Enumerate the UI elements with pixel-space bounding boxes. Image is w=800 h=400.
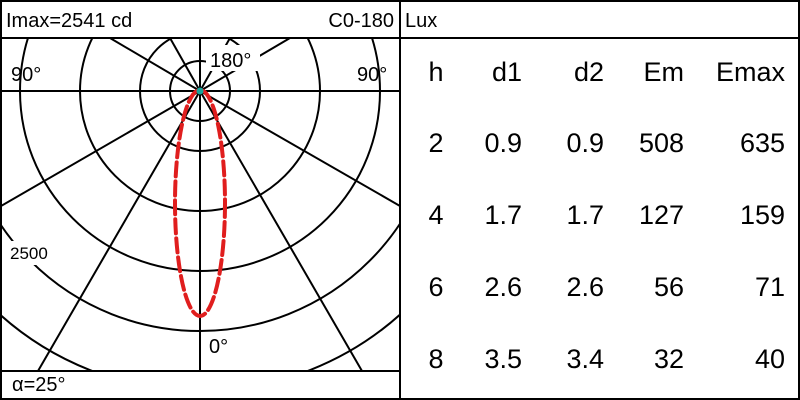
table-cell: 3.5 bbox=[484, 344, 522, 374]
unit-label: Lux bbox=[405, 10, 437, 32]
table-header-cell: d2 bbox=[574, 57, 604, 87]
table-cell: 0.9 bbox=[484, 128, 522, 158]
polar-radial-line bbox=[199, 90, 400, 207]
angle-label-90-right: 90° bbox=[357, 64, 387, 86]
table-header-cell: h bbox=[428, 57, 443, 87]
table-cell: 56 bbox=[654, 272, 684, 302]
intensity-scale-label: 2500 bbox=[10, 244, 48, 263]
illuminance-table: h d1 d2 Em Emax 2 0.9 0.9 508 635 4 1.7 … bbox=[428, 57, 785, 374]
table-cell: 3.4 bbox=[566, 344, 604, 374]
table-cell: 0.9 bbox=[566, 128, 604, 158]
polar-radial-line bbox=[199, 90, 363, 371]
table-cell: 32 bbox=[654, 344, 684, 374]
table-cell: 159 bbox=[740, 200, 785, 230]
table-cell: 8 bbox=[428, 344, 443, 374]
table-cell: 71 bbox=[755, 272, 785, 302]
table-header-cell: Em bbox=[644, 57, 685, 87]
plane-label: C0-180 bbox=[328, 10, 394, 32]
label-backdrop bbox=[205, 334, 237, 358]
table-cell: 1.7 bbox=[484, 200, 522, 230]
table-cell: 6 bbox=[428, 272, 443, 302]
table-header-cell: Emax bbox=[716, 57, 786, 87]
table-cell: 2.6 bbox=[484, 272, 522, 302]
polar-radial-line bbox=[169, 38, 201, 92]
polar-grid bbox=[1, 38, 400, 371]
intensity-curve bbox=[173, 88, 227, 318]
label-backdrop bbox=[7, 241, 59, 265]
label-backdrop bbox=[206, 45, 260, 71]
angle-label-0: 0° bbox=[209, 336, 228, 358]
table-cell: 40 bbox=[755, 344, 785, 374]
polar-radial-line bbox=[1, 90, 201, 207]
polar-radial-line bbox=[37, 90, 201, 371]
table-cell: 2 bbox=[428, 128, 443, 158]
table-cell: 1.7 bbox=[566, 200, 604, 230]
table-header-cell: d1 bbox=[492, 57, 522, 87]
angle-label-180: 180° bbox=[210, 50, 251, 72]
imax-label: Imax=2541 cd bbox=[6, 10, 132, 32]
table-cell: 635 bbox=[740, 128, 785, 158]
angle-label-90-left: 90° bbox=[11, 64, 41, 86]
light-source-point bbox=[196, 87, 204, 95]
table-cell: 508 bbox=[639, 128, 684, 158]
table-cell: 127 bbox=[639, 200, 684, 230]
table-cell: 4 bbox=[428, 200, 443, 230]
polar-radial-line bbox=[109, 38, 201, 92]
beam-angle-label: α=25° bbox=[12, 374, 66, 396]
table-cell: 2.6 bbox=[566, 272, 604, 302]
